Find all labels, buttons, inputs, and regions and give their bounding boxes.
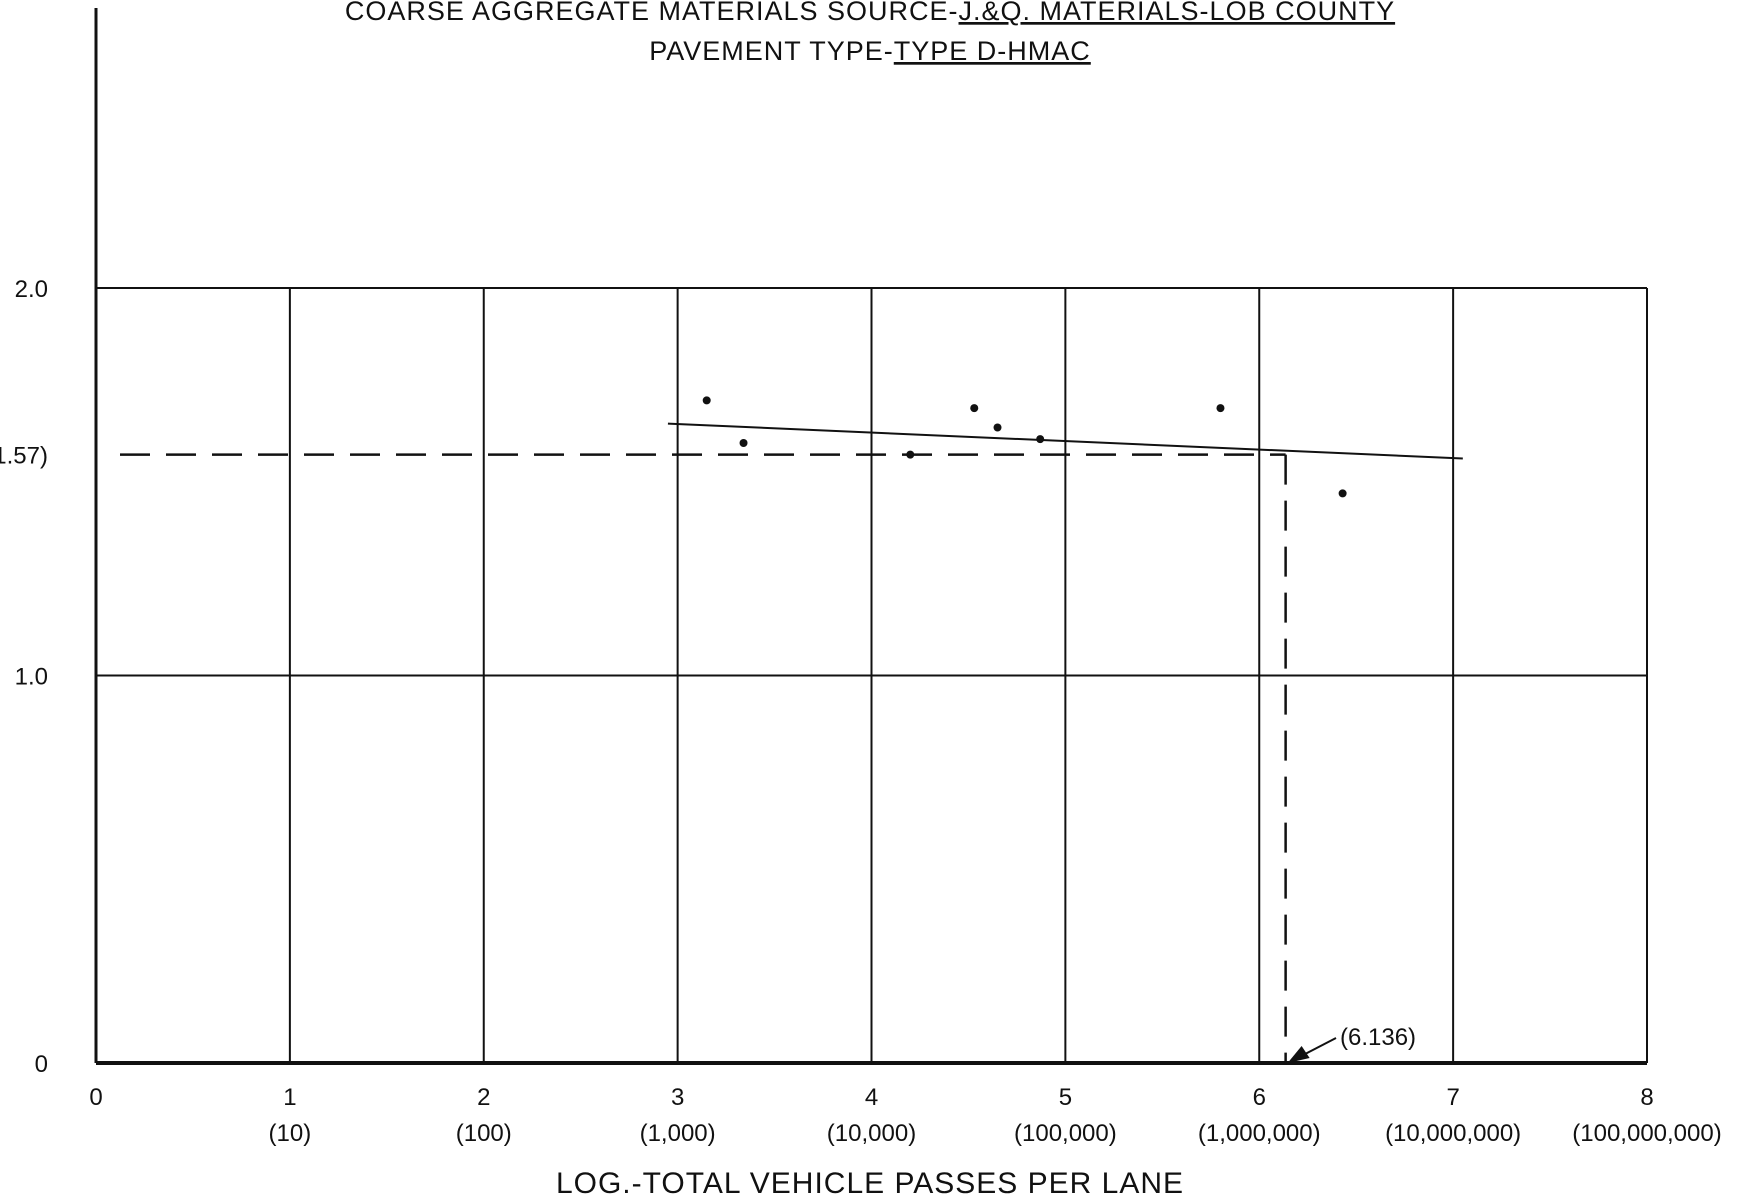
x-tick-sublabel: (10) [269, 1120, 312, 1147]
x-tick-label: 6 [1253, 1084, 1266, 1111]
x-tick-sublabel: (100,000) [1014, 1120, 1117, 1147]
title-line-1-prefix: COARSE AGGREGATE MATERIALS SOURCE- [345, 0, 959, 26]
x-tick-sublabel: (1,000) [640, 1120, 716, 1147]
x-tick-label: 0 [89, 1084, 102, 1111]
data-point [1216, 404, 1225, 413]
annotation-group: (6.136) [1287, 1024, 1416, 1063]
x-tick-label: 4 [865, 1084, 878, 1111]
y-tick-label: 2.0 [15, 276, 48, 303]
data-point [1338, 489, 1347, 498]
grid [96, 287, 1648, 1065]
y-tick-labels: 0 1.0 (1.57) 2.0 [0, 276, 48, 1078]
y-tick-label: (1.57) [0, 443, 48, 470]
data-point [702, 396, 711, 405]
fit-line [667, 422, 1463, 460]
annotation-label: (6.136) [1340, 1024, 1416, 1051]
title-line-1-underlined: J.&Q. MATERIALS-LOB COUNTY [959, 0, 1396, 26]
x-tick-label: 1 [283, 1084, 296, 1111]
chart-title: COARSE AGGREGATE MATERIALS SOURCE-J.&Q. … [345, 0, 1395, 66]
fit-line-group [667, 422, 1463, 460]
title-line-2-prefix: PAVEMENT TYPE- [649, 36, 894, 66]
x-tick-label: 3 [671, 1084, 684, 1111]
x-tick-sublabel: (100,000,000) [1572, 1120, 1721, 1147]
x-tick-sublabel: (10,000) [827, 1120, 916, 1147]
x-tick-labels: 0 1 (10) 2 (100) 3 (1,000) 4 (10,000) 5 (100,000) 6… [89, 1084, 1721, 1147]
data-point [739, 439, 748, 447]
data-points [702, 396, 1347, 498]
annotation-arrowhead [1287, 1046, 1310, 1063]
x-tick-sublabel: (10,000,000) [1385, 1120, 1521, 1147]
x-tick-label: 5 [1059, 1084, 1072, 1111]
reference-lines [120, 453, 1287, 1063]
data-point [906, 450, 915, 459]
x-tick-label: 7 [1446, 1084, 1459, 1111]
x-tick-label: 8 [1640, 1084, 1653, 1111]
x-tick-sublabel: (100) [456, 1120, 512, 1147]
x-tick-label: 2 [477, 1084, 490, 1111]
title-line-1: COARSE AGGREGATE MATERIALS SOURCE-J.&Q. … [345, 0, 1395, 26]
data-point [1036, 435, 1045, 444]
x-tick-sublabel: (1,000,000) [1198, 1120, 1321, 1147]
title-line-2: PAVEMENT TYPE-TYPE D-HMAC [649, 36, 1091, 66]
y-tick-label: 1.0 [15, 664, 48, 691]
x-axis-label: LOG.-TOTAL VEHICLE PASSES PER LANE [556, 1167, 1184, 1200]
title-line-2-underlined: TYPE D-HMAC [894, 36, 1091, 66]
data-point [970, 404, 979, 413]
y-tick-label: 0 [35, 1051, 48, 1078]
data-point [993, 423, 1002, 432]
